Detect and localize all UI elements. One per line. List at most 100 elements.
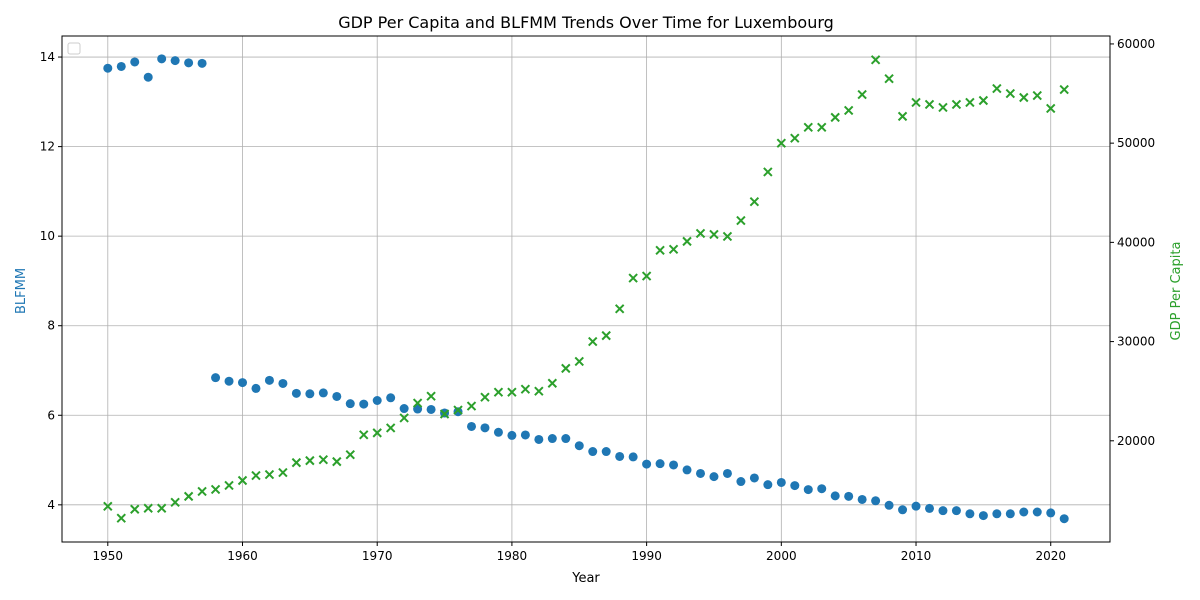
right-tick-label: 30000: [1117, 335, 1155, 349]
left-tick-label: 4: [47, 498, 55, 512]
gdp-point: [183, 491, 194, 502]
gdp-point: [641, 271, 652, 281]
blfmm-point: [830, 491, 840, 501]
gdp-point: [507, 387, 517, 397]
gdp-point: [628, 273, 638, 283]
x-tick-label: 1980: [497, 549, 528, 563]
blfmm-point: [628, 452, 638, 462]
gdp-point: [520, 384, 531, 394]
blfmm-point: [803, 485, 813, 495]
gdp-point: [480, 392, 490, 402]
blfmm-point: [871, 496, 881, 506]
blfmm-point: [238, 378, 248, 388]
blfmm-point: [736, 477, 746, 487]
gdp-point: [870, 55, 881, 65]
blfmm-point: [924, 503, 934, 513]
blfmm-point: [601, 447, 611, 457]
gdp-point: [197, 486, 207, 497]
blfmm-point: [291, 388, 301, 398]
blfmm-point: [978, 511, 988, 521]
x-tick-label: 2020: [1035, 549, 1066, 563]
blfmm-point: [184, 58, 194, 68]
blfmm-point: [453, 407, 463, 417]
blfmm-point: [844, 491, 854, 501]
gdp-point: [561, 363, 571, 374]
x-tick-label: 1960: [227, 549, 258, 563]
gdp-point: [359, 430, 369, 440]
gdp-point: [143, 503, 153, 513]
gdp-point: [722, 231, 733, 242]
gdp-point: [776, 138, 787, 148]
blfmm-point: [251, 383, 261, 393]
left-tick-label: 8: [47, 319, 55, 333]
gdp-point: [574, 356, 584, 367]
gdp-point: [156, 503, 167, 513]
blfmm-point: [305, 389, 315, 399]
blfmm-point: [574, 441, 584, 451]
blfmm-point: [520, 430, 530, 440]
plot-area-frame: [61, 35, 1111, 543]
blfmm-point: [547, 434, 557, 444]
gdp-point: [170, 497, 180, 508]
gdp-point: [790, 133, 800, 143]
chart-title: GDP Per Capita and BLFMM Trends Over Tim…: [338, 13, 834, 32]
gdp-point: [103, 501, 113, 511]
left-tick-label: 12: [40, 140, 55, 154]
gdp-point: [736, 215, 746, 226]
blfmm-point: [669, 460, 679, 470]
blfmm-point: [157, 54, 167, 64]
x-tick-label: 1990: [631, 549, 662, 563]
left-tick-label: 6: [47, 408, 55, 422]
gdp-point: [763, 167, 773, 177]
blfmm-point: [386, 393, 396, 403]
gdp-point: [668, 244, 679, 255]
blfmm-point: [790, 481, 800, 491]
blfmm-point: [1046, 508, 1056, 518]
gdp-point: [116, 513, 126, 523]
gdp-point: [749, 196, 760, 207]
blfmm-point: [682, 465, 692, 475]
gdp-point: [439, 409, 450, 419]
grid-lines: [62, 36, 1110, 542]
blfmm-point: [278, 378, 288, 388]
blfmm-point: [615, 451, 625, 461]
blfmm-point: [776, 477, 786, 487]
blfmm-point: [749, 473, 759, 483]
gdp-point: [305, 455, 315, 466]
gdp-point: [1005, 88, 1016, 99]
right-y-axis-ticks: 20000 30000 40000 50000 60000: [1110, 37, 1155, 448]
gdp-point: [1046, 103, 1056, 114]
blfmm-point: [1059, 514, 1069, 524]
blfmm-point: [130, 57, 140, 67]
x-tick-label: 2010: [901, 549, 932, 563]
gdp-point: [938, 102, 948, 113]
blfmm-point: [143, 72, 153, 82]
right-tick-label: 50000: [1117, 136, 1155, 150]
gdp-point: [547, 378, 558, 388]
blfmm-point: [857, 494, 867, 504]
blfmm-point: [965, 509, 975, 519]
blfmm-point: [561, 434, 571, 444]
blfmm-point: [655, 459, 665, 469]
left-y-axis-label: BLFMM: [14, 268, 29, 314]
gdp-point: [210, 484, 221, 495]
gdp-point: [682, 236, 692, 247]
gdp-point: [588, 336, 598, 347]
gdp-point: [332, 456, 342, 467]
gdp-point: [251, 470, 261, 481]
gdp-point: [884, 73, 894, 84]
gdp-point: [1032, 90, 1042, 101]
x-tick-label: 1970: [362, 549, 393, 563]
gdp-point: [345, 449, 355, 460]
gdp-point: [695, 228, 706, 239]
blfmm-point: [480, 423, 490, 433]
gdp-point: [911, 97, 921, 108]
gdp-point: [278, 467, 288, 478]
blfmm-point: [884, 500, 894, 510]
left-tick-label: 10: [40, 229, 55, 243]
gdp-point: [817, 122, 827, 132]
blfmm-point: [224, 376, 234, 386]
blfmm-point: [332, 391, 342, 401]
